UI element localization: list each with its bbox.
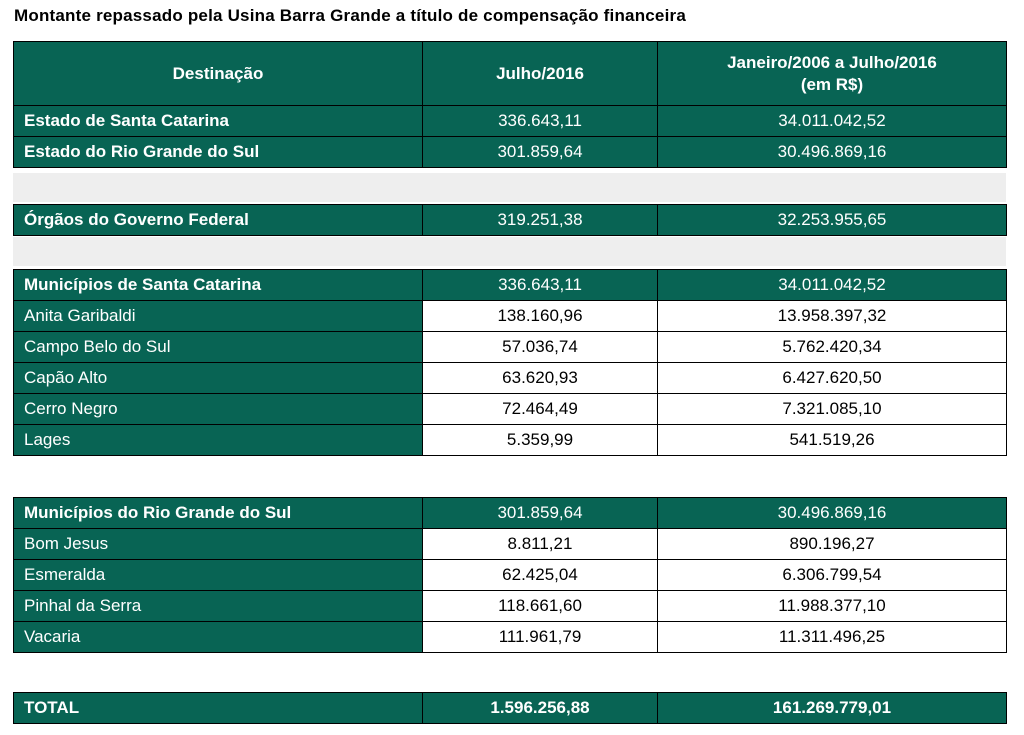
table-estados: Destinação Julho/2016 Janeiro/2006 a Jul… (13, 41, 1007, 168)
table-row: Esmeralda 62.425,04 6.306.799,54 (13, 559, 1007, 591)
row-destinacao: Capão Alto (13, 362, 423, 394)
table-row: Bom Jesus 8.811,21 890.196,27 (13, 528, 1007, 560)
row-acumulado: 34.011.042,52 (657, 105, 1007, 137)
separator-band (13, 173, 1006, 202)
row-julho-2016: 5.359,99 (422, 424, 658, 456)
row-destinacao: Campo Belo do Sul (13, 331, 423, 363)
table-row: Órgãos do Governo Federal 319.251,38 32.… (13, 204, 1007, 236)
header-julho-2016: Julho/2016 (422, 41, 658, 106)
row-julho-2016: 138.160,96 (422, 300, 658, 332)
row-julho-2016: 301.859,64 (422, 497, 658, 529)
row-acumulado: 11.988.377,10 (657, 590, 1007, 622)
row-destinacao: Lages (13, 424, 423, 456)
row-acumulado: 890.196,27 (657, 528, 1007, 560)
row-acumulado: 6.306.799,54 (657, 559, 1007, 591)
separator-band (13, 237, 1006, 266)
row-acumulado: 5.762.420,34 (657, 331, 1007, 363)
header-acumulado-line2: (em R$) (800, 74, 864, 94)
row-julho-2016: 336.643,11 (422, 105, 658, 137)
total-acumulado: 161.269.779,01 (657, 692, 1007, 724)
row-destinacao: Vacaria (13, 621, 423, 653)
row-destinacao: Anita Garibaldi (13, 300, 423, 332)
row-julho-2016: 62.425,04 (422, 559, 658, 591)
table-total: TOTAL 1.596.256,88 161.269.779,01 (13, 692, 1007, 724)
row-julho-2016: 336.643,11 (422, 269, 658, 301)
row-julho-2016: 57.036,74 (422, 331, 658, 363)
table-municipios-rs: Municípios do Rio Grande do Sul 301.859,… (13, 497, 1007, 653)
table-row: Vacaria 111.961,79 11.311.496,25 (13, 621, 1007, 653)
row-destinacao: Bom Jesus (13, 528, 423, 560)
row-julho-2016: 118.661,60 (422, 590, 658, 622)
table-federal: Órgãos do Governo Federal 319.251,38 32.… (13, 204, 1007, 236)
table-header: Destinação Julho/2016 Janeiro/2006 a Jul… (13, 41, 1007, 106)
row-julho-2016: 301.859,64 (422, 136, 658, 168)
row-acumulado: 7.321.085,10 (657, 393, 1007, 425)
row-julho-2016: 72.464,49 (422, 393, 658, 425)
row-acumulado: 32.253.955,65 (657, 204, 1007, 236)
row-acumulado: 30.496.869,16 (657, 136, 1007, 168)
row-acumulado: 11.311.496,25 (657, 621, 1007, 653)
table-row: Estado de Santa Catarina 336.643,11 34.0… (13, 105, 1007, 137)
header-acumulado-line1: Janeiro/2006 a Julho/2016 (727, 52, 937, 72)
total-label: TOTAL (13, 692, 423, 724)
row-acumulado: 34.011.042,52 (657, 269, 1007, 301)
row-acumulado: 541.519,26 (657, 424, 1007, 456)
row-destinacao: Estado de Santa Catarina (13, 105, 423, 137)
table-row: Campo Belo do Sul 57.036,74 5.762.420,34 (13, 331, 1007, 363)
page-title: Montante repassado pela Usina Barra Gran… (14, 6, 686, 25)
group-row: Municípios de Santa Catarina 336.643,11 … (13, 269, 1007, 301)
table-row: Cerro Negro 72.464,49 7.321.085,10 (13, 393, 1007, 425)
total-row: TOTAL 1.596.256,88 161.269.779,01 (13, 692, 1007, 724)
row-destinacao: Estado do Rio Grande do Sul (13, 136, 423, 168)
row-julho-2016: 8.811,21 (422, 528, 658, 560)
row-acumulado: 6.427.620,50 (657, 362, 1007, 394)
row-destinacao: Cerro Negro (13, 393, 423, 425)
table-row: Capão Alto 63.620,93 6.427.620,50 (13, 362, 1007, 394)
table-municipios-sc: Municípios de Santa Catarina 336.643,11 … (13, 269, 1007, 456)
row-julho-2016: 111.961,79 (422, 621, 658, 653)
row-destinacao: Órgãos do Governo Federal (13, 204, 423, 236)
table-row: Estado do Rio Grande do Sul 301.859,64 3… (13, 136, 1007, 168)
table-row: Anita Garibaldi 138.160,96 13.958.397,32 (13, 300, 1007, 332)
total-julho-2016: 1.596.256,88 (422, 692, 658, 724)
row-acumulado: 30.496.869,16 (657, 497, 1007, 529)
row-julho-2016: 63.620,93 (422, 362, 658, 394)
row-acumulado: 13.958.397,32 (657, 300, 1007, 332)
table-row: Lages 5.359,99 541.519,26 (13, 424, 1007, 456)
row-destinacao: Municípios do Rio Grande do Sul (13, 497, 423, 529)
header-destinacao: Destinação (13, 41, 423, 106)
row-julho-2016: 319.251,38 (422, 204, 658, 236)
row-destinacao: Esmeralda (13, 559, 423, 591)
table-row: Pinhal da Serra 118.661,60 11.988.377,10 (13, 590, 1007, 622)
row-destinacao: Pinhal da Serra (13, 590, 423, 622)
row-destinacao: Municípios de Santa Catarina (13, 269, 423, 301)
group-row: Municípios do Rio Grande do Sul 301.859,… (13, 497, 1007, 529)
header-acumulado: Janeiro/2006 a Julho/2016 (em R$) (657, 41, 1007, 106)
